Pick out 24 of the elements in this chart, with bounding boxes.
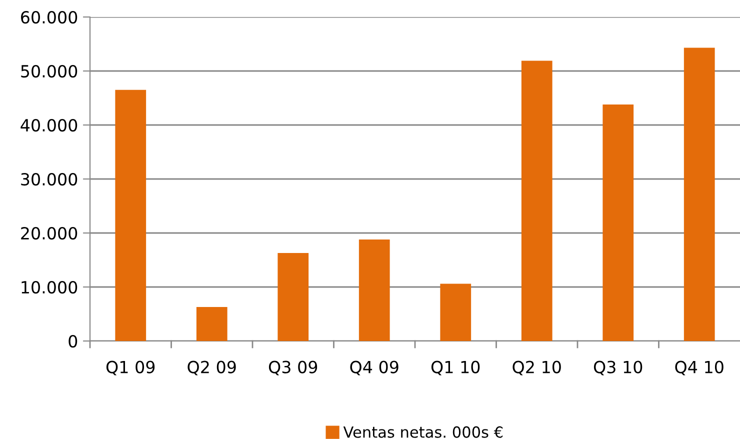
y-tick-label: 50.000 (21, 64, 78, 78)
x-tick-label: Q1 09 (106, 360, 155, 376)
legend-label: Ventas netas. 000s € (343, 426, 503, 438)
y-tick-label: 60.000 (21, 10, 78, 24)
x-tick-label: Q4 10 (675, 360, 724, 376)
y-tick-label: 20.000 (21, 226, 78, 240)
x-tick-label: Q2 10 (512, 360, 561, 376)
bar (521, 60, 552, 341)
bar (278, 252, 309, 341)
y-tick-label: 0 (68, 334, 78, 348)
bar (602, 104, 634, 341)
x-tick-label: Q4 09 (350, 360, 398, 376)
x-tick-label: Q3 10 (594, 360, 642, 376)
bar (196, 306, 228, 341)
bar (440, 284, 472, 341)
y-tick-label: 10.000 (22, 280, 78, 294)
x-tick-label: Q2 09 (188, 360, 236, 376)
x-tick-label: Q3 09 (268, 360, 318, 376)
y-tick-label: 40.000 (20, 118, 78, 132)
y-tick-label: 30.000 (21, 172, 78, 186)
bar (115, 90, 146, 341)
bar (358, 239, 390, 341)
x-tick-label: Q1 10 (431, 360, 480, 376)
bar (684, 48, 715, 341)
